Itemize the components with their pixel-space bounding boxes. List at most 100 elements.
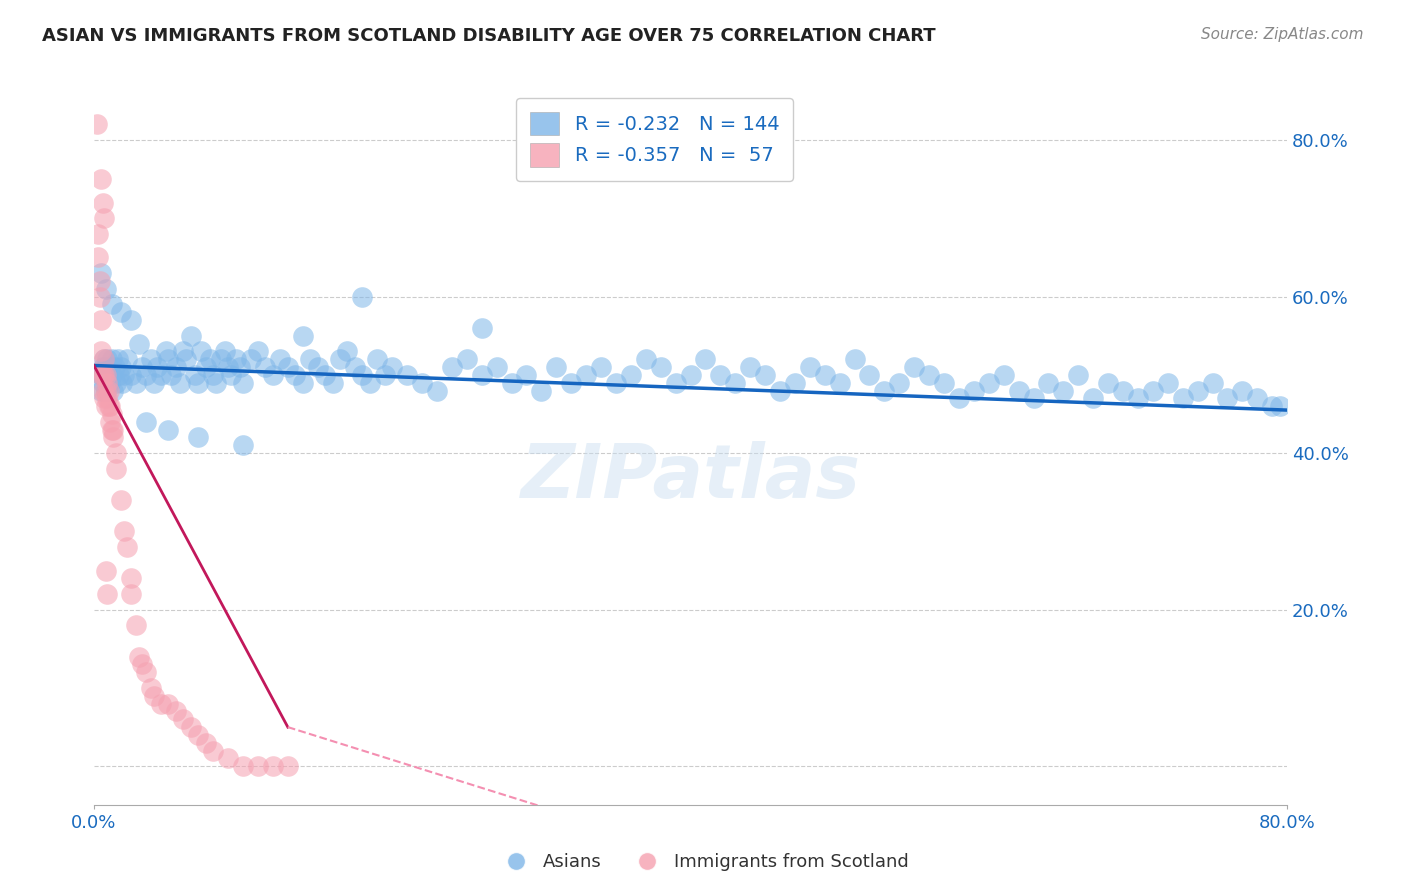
Point [695,352,717,367]
Point [343,359,366,374]
Point [93,392,115,406]
Point [110,493,132,508]
Point [131,657,153,672]
Point [96,368,118,382]
Point [194,736,217,750]
Point [329,352,352,367]
Point [139,352,162,367]
Point [844,352,866,367]
Point [104,359,127,374]
Point [202,368,225,382]
Point [135,368,157,382]
Point [246,759,269,773]
Point [90,172,112,186]
Point [352,368,374,382]
Point [120,368,142,382]
Point [1022,392,1045,406]
Point [165,705,187,719]
Point [96,392,118,406]
Point [93,211,115,226]
Point [262,759,284,773]
Point [103,423,125,437]
Point [94,399,117,413]
Point [314,368,336,382]
Point [546,359,568,374]
Point [799,359,821,374]
Point [96,352,118,367]
Point [225,352,247,367]
Point [963,384,986,398]
Point [94,384,117,398]
Point [232,438,254,452]
Point [515,368,537,382]
Point [1007,384,1029,398]
Point [110,359,132,374]
Point [101,297,124,311]
Point [336,344,359,359]
Point [87,251,110,265]
Point [214,344,236,359]
Point [98,376,121,390]
Point [858,368,880,382]
Point [932,376,955,390]
Point [105,462,128,476]
Point [90,266,112,280]
Point [139,681,162,695]
Point [93,352,115,367]
Point [374,368,396,382]
Point [1126,392,1149,406]
Point [1246,392,1268,406]
Point [277,759,299,773]
Point [1232,384,1254,398]
Point [125,618,148,632]
Point [814,368,837,382]
Point [86,117,108,131]
Text: ASIAN VS IMMIGRANTS FROM SCOTLAND DISABILITY AGE OVER 75 CORRELATION CHART: ASIAN VS IMMIGRANTS FROM SCOTLAND DISABI… [42,27,936,45]
Point [101,407,124,421]
Point [112,524,135,539]
Point [709,368,731,382]
Point [89,274,111,288]
Point [105,376,128,390]
Point [145,359,167,374]
Point [91,376,114,390]
Point [90,368,112,382]
Point [277,359,299,374]
Point [180,720,202,734]
Point [426,384,449,398]
Point [205,376,228,390]
Point [150,697,173,711]
Point [634,352,657,367]
Point [97,384,120,398]
Point [96,376,118,390]
Point [291,376,314,390]
Point [828,376,851,390]
Point [366,352,388,367]
Point [87,227,110,241]
Point [94,564,117,578]
Point [665,376,688,390]
Point [232,376,254,390]
Point [1112,384,1135,398]
Point [217,359,239,374]
Point [128,336,150,351]
Point [101,352,124,367]
Point [246,344,269,359]
Point [93,368,115,382]
Point [209,352,232,367]
Point [440,359,463,374]
Point [187,376,209,390]
Point [93,368,115,382]
Point [352,290,374,304]
Point [219,368,242,382]
Point [620,368,643,382]
Point [91,384,114,398]
Point [94,359,117,374]
Point [948,392,970,406]
Point [783,376,806,390]
Point [90,313,112,327]
Point [172,344,194,359]
Point [903,359,925,374]
Point [307,359,329,374]
Point [184,368,207,382]
